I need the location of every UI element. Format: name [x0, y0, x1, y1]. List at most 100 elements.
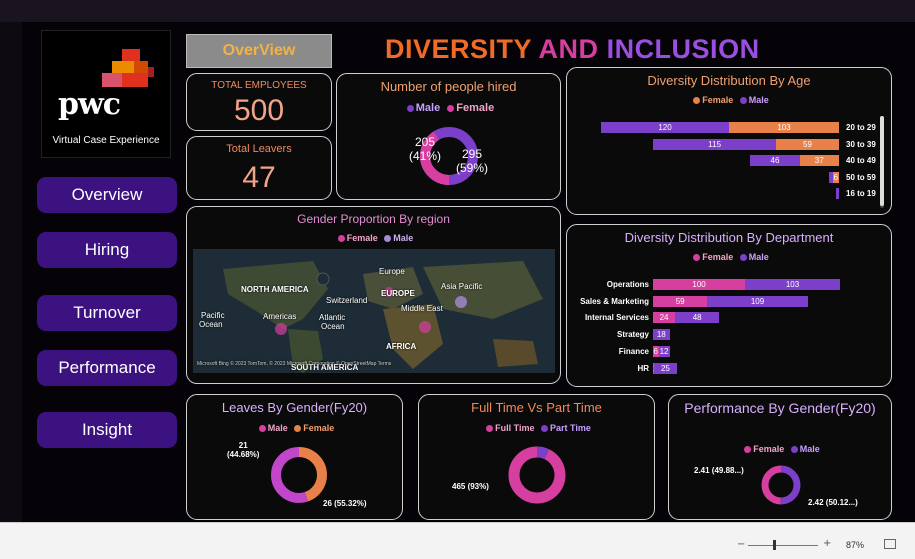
age-bar-row[interactable]: 115 59 30 to 39	[567, 138, 891, 150]
dept-bar-row[interactable]: Sales & Marketing 59 109	[567, 295, 891, 307]
dept-category-label: Finance	[618, 346, 649, 356]
people-hired-donut	[420, 127, 478, 185]
age-bar-male[interactable]: 46	[750, 155, 800, 166]
dept-bar-row[interactable]: Internal Services 24 48	[567, 312, 891, 324]
people-hired-title: Number of people hired	[380, 79, 517, 94]
dept-bar-row[interactable]: HR 125	[567, 362, 891, 374]
legend-male-dot	[406, 104, 414, 112]
age-category-label: 20 to 29	[846, 123, 876, 132]
dept-bar-row[interactable]: Strategy 18	[567, 329, 891, 341]
window-topbar	[0, 0, 915, 22]
region-legend-female: Female	[346, 233, 378, 243]
region-legend-female-dot	[337, 235, 345, 243]
performance-legend: Female Male	[669, 444, 891, 454]
map-label-switzerland: Switzerland	[326, 296, 368, 305]
legend-male: Male	[415, 102, 441, 114]
age-bar-male[interactable]: 115	[653, 138, 777, 150]
dept-bar-female[interactable]: 1	[653, 362, 654, 374]
fulltime-legend-full-dot	[486, 425, 494, 433]
leaves-donut	[271, 447, 327, 503]
leaves-male-slice[interactable]	[271, 447, 327, 503]
age-legend: Female Male	[567, 95, 891, 105]
dept-bar-male[interactable]: 25	[653, 362, 677, 374]
overview-tag: OverView	[186, 34, 332, 68]
dept-legend: Female Male	[567, 252, 891, 262]
total-leavers-label: Total Leavers	[226, 143, 292, 155]
nav-overview-button[interactable]: Overview	[37, 177, 177, 213]
zoom-slider-thumb[interactable]	[773, 540, 776, 550]
map-label-europe: Europe	[379, 267, 405, 276]
dept-bar-female[interactable]: 100	[653, 279, 746, 290]
age-bar-female[interactable]: 103	[729, 122, 839, 133]
age-bar-row[interactable]: 6 50 to 59	[567, 171, 891, 183]
dept-bar-female[interactable]: 59	[653, 295, 708, 307]
leaves-title: Leaves By Gender(Fy20)	[221, 400, 368, 415]
age-chart-title: Diversity Distribution By Age	[647, 73, 811, 88]
fulltime-legend-part: Part Time	[550, 423, 591, 433]
zoom-slider[interactable]	[748, 545, 818, 546]
fulltime-slice[interactable]	[508, 446, 566, 504]
age-legend-male: Male	[748, 95, 769, 105]
dept-bar-male[interactable]: 103	[745, 279, 840, 290]
fit-page-icon[interactable]	[884, 539, 896, 549]
age-bar-female[interactable]: 6	[832, 171, 839, 183]
zoom-level: 87%	[846, 540, 865, 550]
fulltime-legend-part-dot	[541, 425, 548, 433]
region-legend-male: Male	[393, 233, 414, 243]
title-inclusion: INCLUSION	[606, 34, 760, 64]
performance-donut	[761, 465, 801, 505]
donut-female-slice	[420, 127, 478, 185]
zoom-in-icon[interactable]: +	[823, 538, 832, 549]
dept-legend-female-dot	[693, 254, 701, 262]
perf-female-slice[interactable]	[761, 465, 801, 505]
age-bar-row[interactable]: 120 103 20 to 29	[567, 122, 891, 133]
age-bar-female[interactable]: 59	[776, 138, 839, 150]
map-label-americas: Americas	[263, 312, 297, 321]
age-bar-male[interactable]	[835, 188, 839, 199]
nav-insight-button[interactable]: Insight	[37, 412, 177, 448]
age-bar-female[interactable]: 37	[799, 155, 839, 166]
map-label-pacific: Pacific	[201, 311, 225, 320]
map-label-africa: AFRICA	[386, 342, 417, 351]
map-label-south-america: SOUTH AMERICA	[291, 363, 359, 372]
dept-bar-male[interactable]: 12	[658, 345, 670, 357]
dept-bar-male[interactable]: 109	[707, 295, 808, 307]
dept-legend-male: Male	[748, 252, 769, 262]
age-bar-row[interactable]: 16 to 19	[567, 188, 891, 199]
pwc-logo-text: pwc	[58, 87, 121, 122]
dept-bar-female[interactable]: 24	[653, 312, 676, 324]
region-map-title: Gender Proportion By region	[297, 212, 450, 226]
region-map[interactable]: NORTH AMERICA Americas Pacific Ocean Atl…	[193, 249, 555, 373]
map-copyright[interactable]: Microsoft Bing © 2023 TomTom, © 2023 Mic…	[197, 361, 392, 367]
world-map-icon	[193, 249, 555, 373]
dept-bar-female[interactable]: 6	[653, 345, 659, 357]
age-bar-male[interactable]: 120	[601, 122, 730, 133]
perf-legend-female: Female	[753, 444, 785, 454]
age-legend-male-dot	[739, 97, 747, 105]
nav-performance-button[interactable]: Performance	[37, 350, 177, 386]
leaves-male-label: 26 (55.32%)	[323, 499, 367, 508]
legend-female: Female	[456, 102, 495, 114]
nav-turnover-button[interactable]: Turnover	[37, 295, 177, 331]
fulltime-legend-full: Full Time	[495, 423, 535, 433]
map-label-atlantic: Atlantic	[319, 313, 346, 322]
age-scroll-thumb[interactable]	[880, 116, 884, 206]
age-bar-male[interactable]	[829, 171, 833, 183]
dept-bar-row[interactable]: Finance 6 12	[567, 345, 891, 357]
department-distribution-card: Diversity Distribution By Department Fem…	[566, 224, 892, 387]
nav-hiring-button[interactable]: Hiring	[37, 232, 177, 268]
dept-bar-male[interactable]: 48	[675, 312, 720, 324]
perf-legend-female-dot	[744, 446, 752, 454]
leaves-legend-female: Female	[303, 423, 335, 433]
zoom-out-icon[interactable]: −	[737, 539, 746, 550]
age-legend-female: Female	[702, 95, 734, 105]
dept-bar-row[interactable]: Operations 100 103	[567, 279, 891, 290]
people-hired-legend: Male Female	[337, 102, 560, 114]
dept-bar-male[interactable]: 18	[653, 329, 670, 341]
age-bar-row[interactable]: 46 37 40 to 49	[567, 155, 891, 166]
dept-legend-male-dot	[739, 254, 747, 262]
leaves-by-gender-card: Leaves By Gender(Fy20) Male Female 21 (4…	[186, 394, 403, 520]
age-legend-female-dot	[693, 97, 701, 105]
fulltime-donut	[508, 446, 566, 504]
age-scrollbar[interactable]	[880, 116, 884, 208]
